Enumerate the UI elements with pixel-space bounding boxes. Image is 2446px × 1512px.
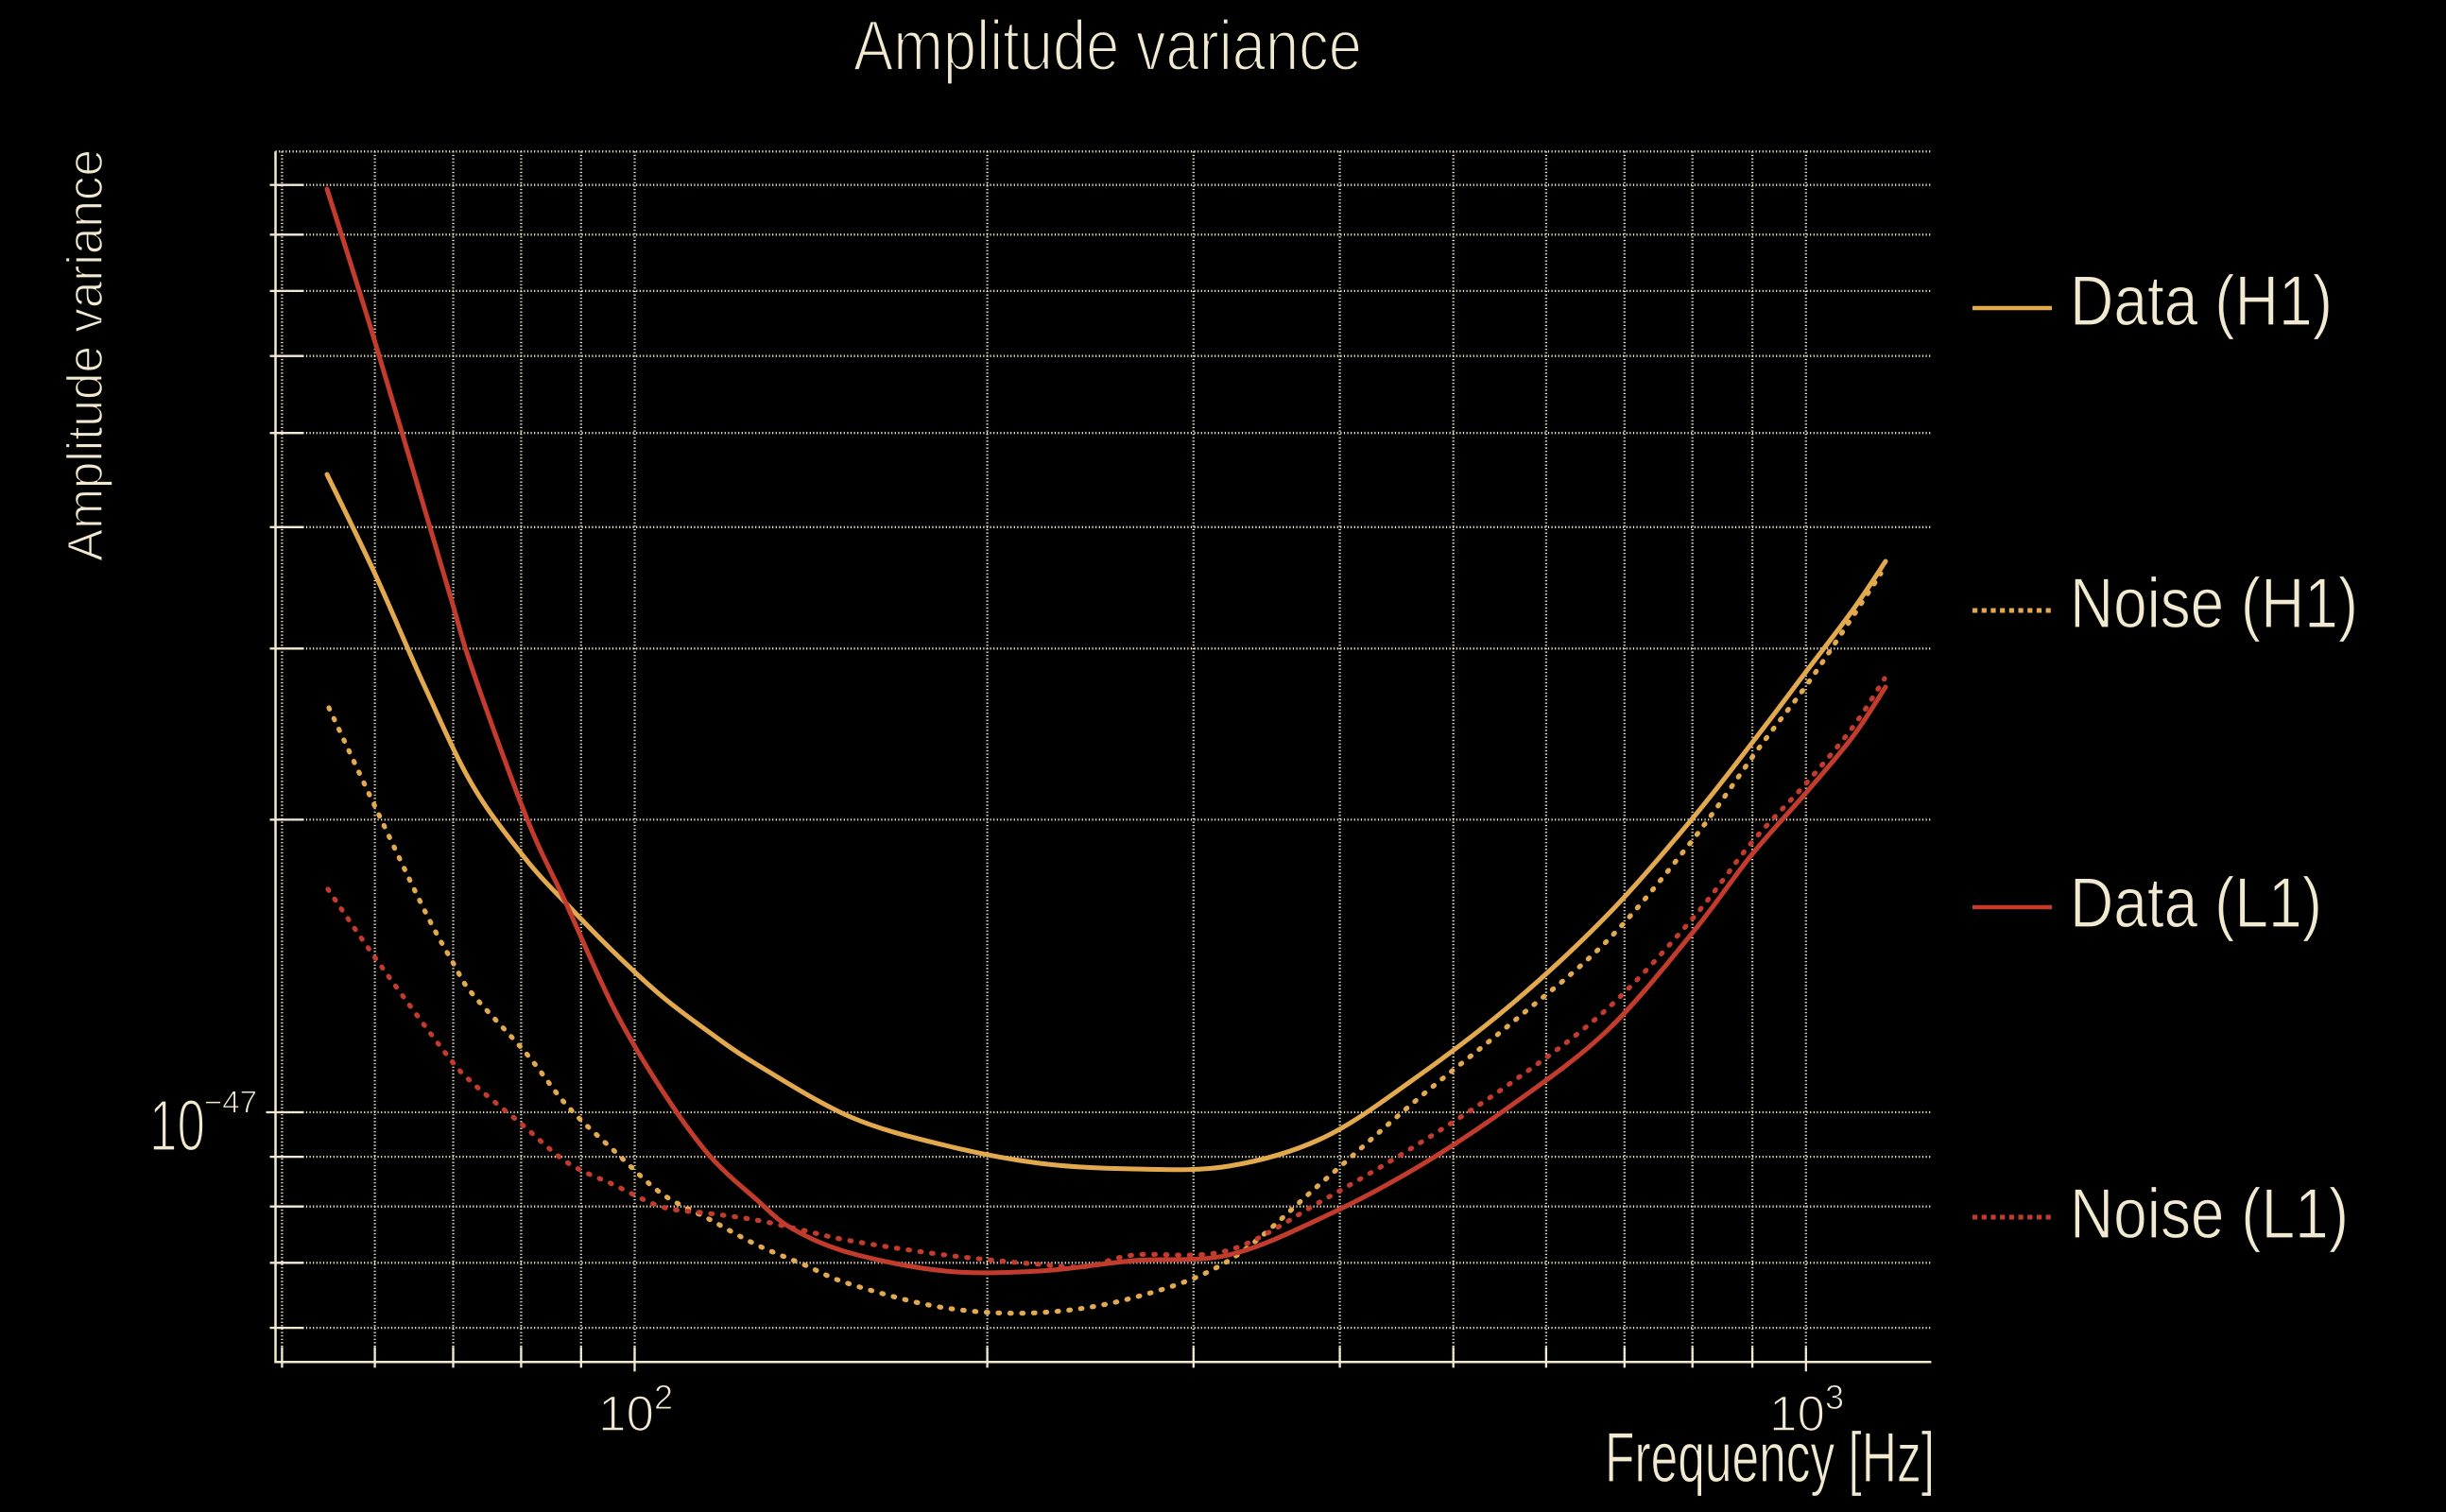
svg-text:Noise (H1): Noise (H1) bbox=[2070, 563, 2358, 643]
svg-text:10: 10 bbox=[149, 1086, 205, 1167]
svg-text:Frequency [Hz]: Frequency [Hz] bbox=[1605, 1418, 1935, 1497]
svg-text:Amplitude variance: Amplitude variance bbox=[58, 149, 113, 561]
svg-text:Noise (L1): Noise (L1) bbox=[2070, 1174, 2349, 1253]
svg-text:−47: −47 bbox=[204, 1084, 257, 1119]
svg-text:Data (H1): Data (H1) bbox=[2070, 261, 2333, 340]
svg-text:Data (L1): Data (L1) bbox=[2070, 863, 2322, 942]
svg-text:Amplitude variance: Amplitude variance bbox=[853, 6, 1362, 85]
